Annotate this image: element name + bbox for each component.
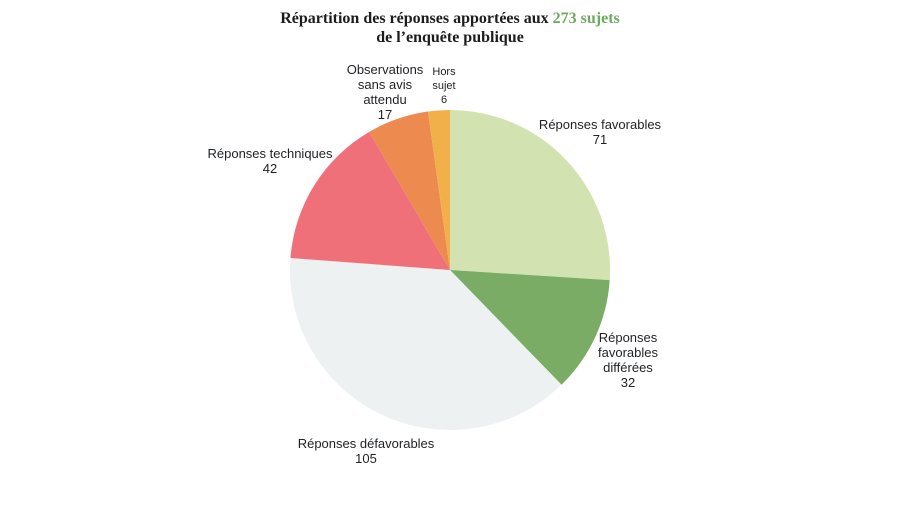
slice-label-line: Réponses xyxy=(598,330,658,345)
pie-slice-reponses-favorables-differees xyxy=(450,270,610,385)
slice-label-line: 6 xyxy=(440,94,448,106)
slice-label-line: Observations xyxy=(346,62,424,77)
slice-label-line: Réponses favorables xyxy=(538,117,662,132)
pie-slice-reponses-techniques xyxy=(290,131,450,270)
slice-label-line: Hors xyxy=(432,66,456,78)
chart-title-highlight: 273 sujets xyxy=(552,10,620,27)
slice-label-line: attendu xyxy=(363,92,407,107)
slice-label-line: Réponses défavorables xyxy=(297,436,435,451)
pie-slice-reponses-favorables xyxy=(450,110,611,281)
slice-label-line: sans avis xyxy=(357,77,413,92)
slice-label-line: sujet xyxy=(432,80,456,92)
slice-label-reponses-techniques: Réponses techniques 42 xyxy=(207,146,332,176)
slice-label-line: 17 xyxy=(377,107,393,122)
slice-label-line: 32 xyxy=(620,375,636,390)
slice-label-reponses-defavorables: Réponses défavorables 105 xyxy=(298,436,435,466)
slice-label-reponses-favorables-differees: Réponses favorables différées 32 xyxy=(598,330,658,390)
chart-title-line2: de l’enquête publique xyxy=(376,29,524,46)
pie-slice-reponses-defavorables xyxy=(290,258,562,430)
slice-label-observations-sans-avis-attendu: Observations sans avis attendu 17 xyxy=(347,62,424,122)
pie-slice-hors-sujet xyxy=(427,110,450,270)
slice-label-hors-sujet: Hors sujet 6 xyxy=(432,65,455,107)
chart-title-prefix: Répartition des réponses apportées aux xyxy=(280,10,553,27)
slice-label-line: favorables xyxy=(598,345,658,360)
pie-slice-observations-sans-avis-attendu xyxy=(369,111,450,271)
slice-label-line: différées xyxy=(603,360,653,375)
slice-label-line: Réponses techniques xyxy=(207,146,333,161)
chart-title: Répartition des réponses apportées aux 2… xyxy=(0,9,900,47)
slice-label-line: 42 xyxy=(262,161,278,176)
slice-label-reponses-favorables: Réponses favorables 71 xyxy=(539,117,661,147)
slice-label-line: 71 xyxy=(592,132,608,147)
slice-label-line: 105 xyxy=(355,451,377,466)
